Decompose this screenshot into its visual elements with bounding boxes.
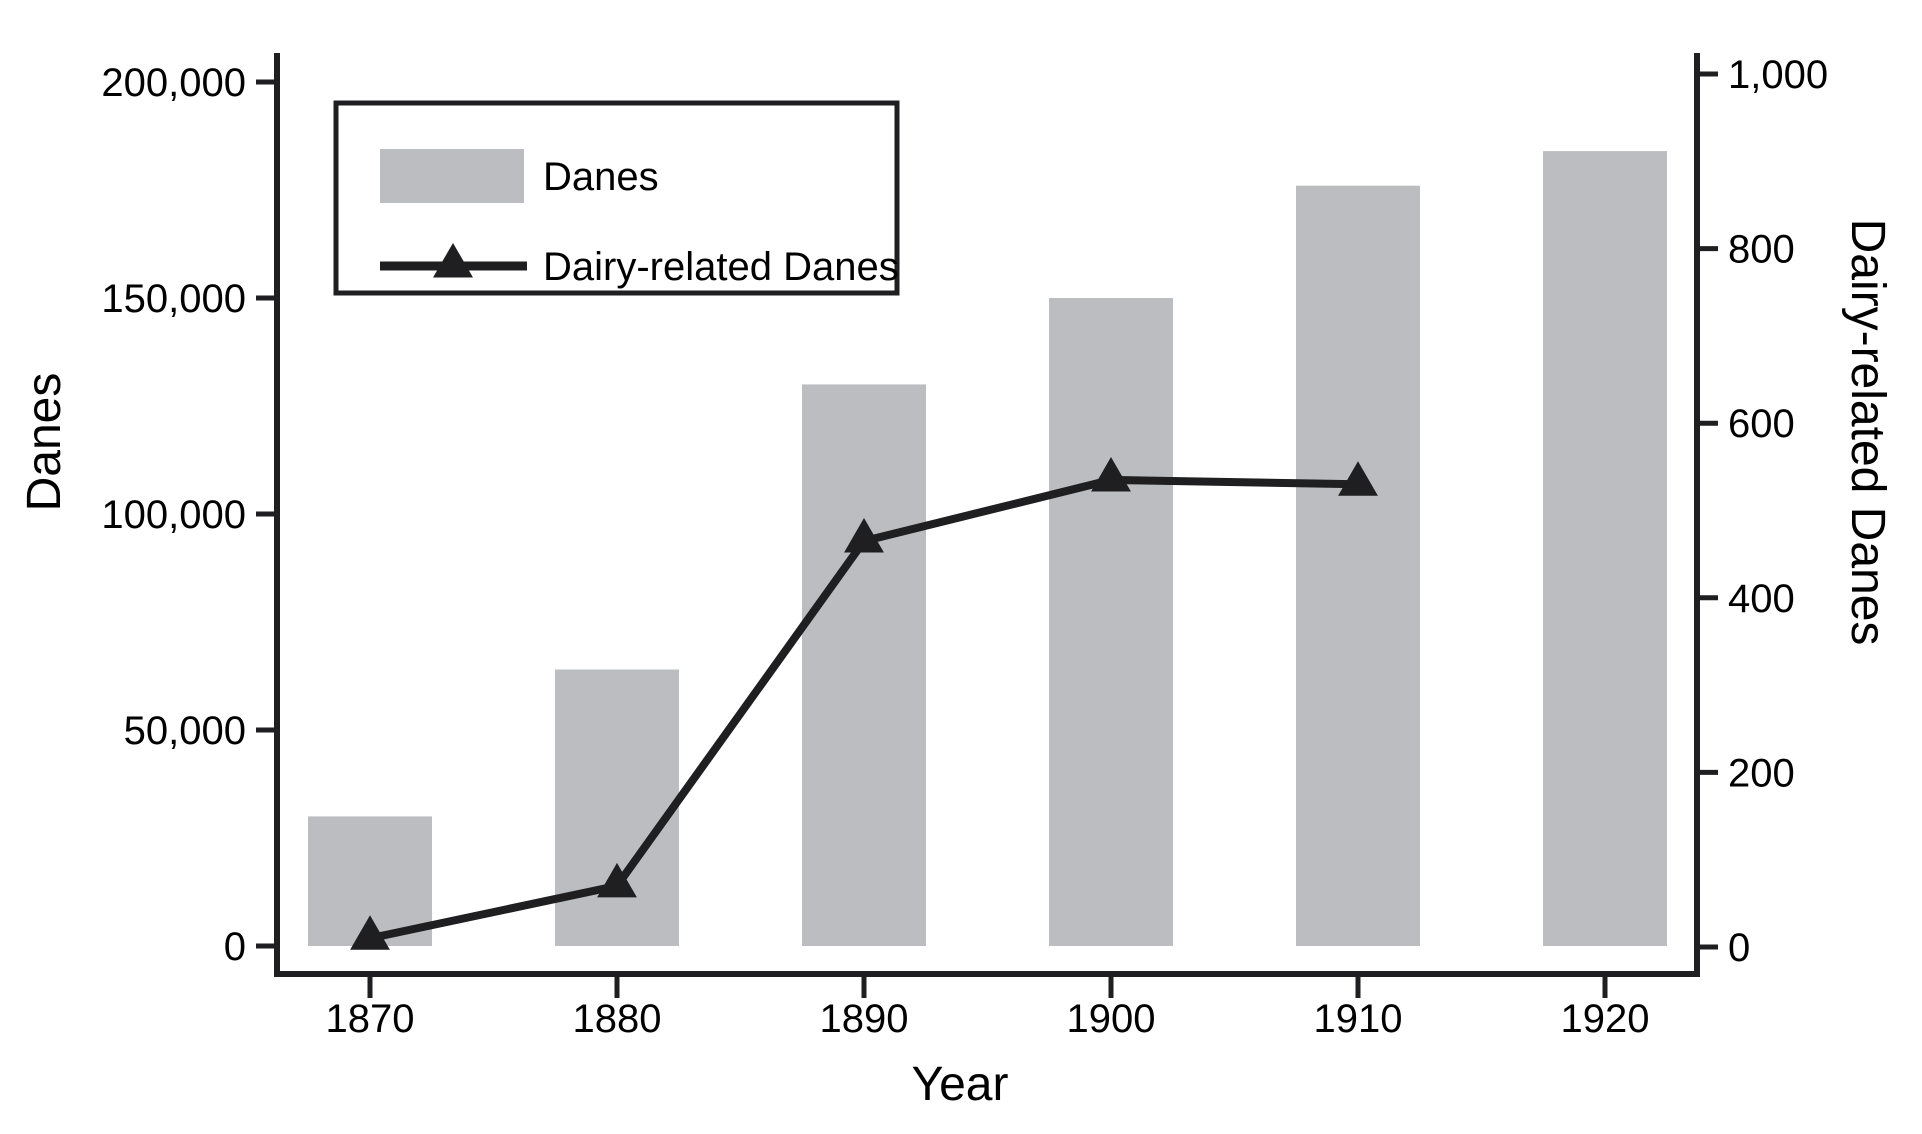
left-tick-label: 100,000 — [101, 493, 246, 537]
x-tick-label-1900: 1900 — [1067, 997, 1156, 1041]
triangle-marker-1900 — [1091, 456, 1131, 492]
bar-1920 — [1543, 151, 1667, 946]
legend-triangle-icon — [433, 243, 473, 278]
left-axis-title: Danes — [18, 373, 71, 512]
x-tick-label-1890: 1890 — [820, 997, 909, 1041]
right-axis-ticks: 0 200 400 600 800 1,000 — [1697, 53, 1828, 970]
bar-1900 — [1049, 298, 1173, 946]
left-tick-label: 200,000 — [101, 61, 246, 105]
bar-1910 — [1296, 185, 1420, 946]
x-tick-label-1870: 1870 — [326, 997, 415, 1041]
right-tick-label: 800 — [1728, 228, 1795, 272]
triangle-marker-1870 — [350, 915, 390, 950]
right-tick-label: 400 — [1728, 577, 1795, 621]
x-tick-label-1910: 1910 — [1314, 997, 1403, 1041]
bar-1880 — [555, 669, 679, 946]
legend: Danes Dairy-related Danes — [333, 100, 900, 296]
x-axis-title: Year — [912, 1058, 1009, 1111]
bars-series-danes — [308, 151, 1667, 946]
right-tick-label: 1,000 — [1728, 53, 1828, 97]
left-tick-label: 0 — [224, 925, 246, 969]
triangle-marker-1890 — [844, 518, 884, 553]
bar-1890 — [802, 384, 926, 946]
right-axis-title: Dairy-related Danes — [1841, 219, 1894, 646]
x-tick-label-1920: 1920 — [1561, 997, 1650, 1041]
x-axis-ticks: 1870 1880 1890 1900 1910 1920 — [326, 977, 1650, 1041]
right-tick-label: 200 — [1728, 751, 1795, 795]
left-tick-label: 150,000 — [101, 277, 246, 321]
line-series-dairy-related-danes — [350, 456, 1378, 950]
legend-label-dairy-related-danes: Dairy-related Danes — [543, 245, 899, 289]
triangle-marker-1910 — [1338, 461, 1378, 496]
left-axis-ticks: 0 50,000 100,000 150,000 200,000 — [101, 61, 277, 969]
left-tick-label: 50,000 — [124, 709, 246, 753]
triangle-marker-1880 — [597, 862, 637, 898]
right-tick-label: 0 — [1728, 926, 1750, 970]
x-tick-label-1880: 1880 — [573, 997, 662, 1041]
legend-bar-swatch — [380, 149, 524, 203]
legend-label-danes: Danes — [543, 155, 659, 199]
right-tick-label: 600 — [1728, 402, 1795, 446]
